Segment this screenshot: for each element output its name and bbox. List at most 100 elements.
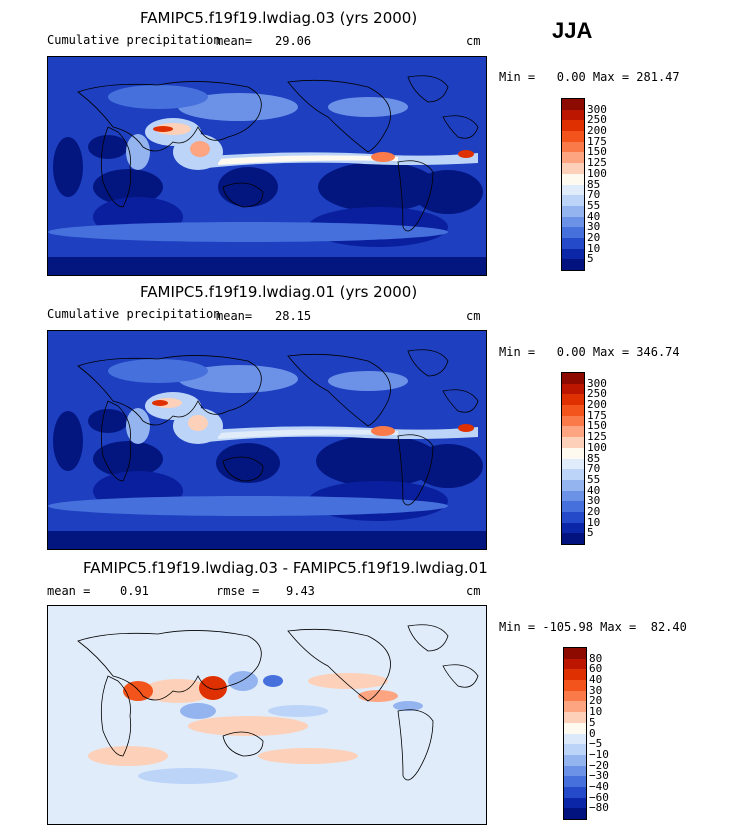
dry-region (316, 435, 440, 487)
colorbar-tick-label: 0 (589, 726, 596, 740)
panel3-mean-label: mean = (47, 584, 91, 598)
colorbar-swatch (562, 195, 584, 206)
colorbar-swatch (564, 669, 586, 681)
panel2-variable-label: Cumulative precipitation (47, 307, 221, 321)
panel3-mean-value: 0.91 (120, 584, 149, 598)
season-label: JJA (552, 18, 593, 43)
dry-region (88, 409, 128, 433)
colorbar-tick-label: 20 (589, 694, 603, 708)
colorbar-swatch (562, 248, 584, 260)
dry-region (53, 137, 83, 197)
colorbar-tick-label: 300 (587, 376, 607, 390)
colorbar-swatch (564, 733, 586, 745)
colorbar-swatch (564, 701, 586, 713)
colorbar-swatch (562, 415, 584, 427)
colorbar-tick-label: −30 (589, 769, 609, 783)
colorbar-swatch (562, 533, 584, 544)
itcz-core (218, 429, 398, 439)
colorbar-tick-label: 10 (587, 515, 601, 529)
panel1-minmax: Min = 0.00 Max = 281.47 (499, 70, 680, 84)
colorbar-swatch (562, 490, 584, 502)
colorbar-tick-label: 70 (587, 188, 601, 202)
colorbar-swatch (564, 744, 586, 755)
colorbar-swatch (564, 765, 586, 777)
colorbar-swatch (564, 680, 586, 691)
colorbar-tick-label: −80 (589, 801, 609, 815)
itcz-core (218, 155, 398, 165)
panel3-minmax: Min = -105.98 Max = 82.40 (499, 620, 687, 634)
colorbar-swatch (564, 658, 586, 670)
storm-track (108, 359, 208, 383)
panel1-units: cm (466, 34, 481, 48)
colorbar-swatch (562, 152, 584, 164)
colorbar-swatch (564, 648, 586, 659)
colorbar-swatch (564, 690, 586, 702)
panel2-title: FAMIPC5.f19f19.lwdiag.01 (yrs 2000) (140, 283, 418, 301)
colorbar-tick-label: 150 (587, 145, 607, 159)
storm-track (48, 222, 448, 242)
maritime-continent (188, 415, 208, 431)
dry-region (413, 170, 483, 214)
dry-region (88, 135, 128, 159)
monsoon-core (153, 126, 173, 132)
colorbar-tick-label: 20 (587, 504, 601, 518)
dry-region (218, 167, 278, 207)
panel1-colorbar (561, 98, 585, 271)
colorbar-swatch (562, 437, 584, 448)
colorbar-tick-label: 200 (587, 398, 607, 412)
dry-region (216, 443, 280, 483)
colorbar-swatch (562, 394, 584, 406)
colorbar-tick-label: 85 (587, 451, 601, 465)
west-africa (458, 424, 474, 432)
panel2-units: cm (466, 309, 481, 323)
dry-region (413, 444, 483, 488)
storm-track (328, 371, 408, 391)
colorbar-swatch (562, 227, 584, 238)
colorbar-tick-label: 30 (589, 683, 603, 697)
colorbar-swatch (562, 501, 584, 512)
colorbar-swatch (562, 131, 584, 142)
colorbar-tick-label: 55 (587, 198, 601, 212)
colorbar-tick-label: 250 (587, 387, 607, 401)
wet-anomaly (88, 746, 168, 766)
colorbar-tick-label: 40 (587, 209, 601, 223)
dry-anomaly (228, 671, 258, 691)
colorbar-tick-label: −10 (589, 747, 609, 761)
colorbar-tick-label: −60 (589, 790, 609, 804)
colorbar-tick-label: −5 (589, 737, 603, 751)
panel2-minmax: Min = 0.00 Max = 346.74 (499, 345, 680, 359)
colorbar-tick-label: 175 (587, 134, 607, 148)
colorbar-swatch (562, 373, 584, 384)
colorbar-tick-label: 40 (587, 483, 601, 497)
storm-track (328, 97, 408, 117)
colorbar-tick-label: 5 (587, 252, 594, 266)
storm-track (178, 93, 298, 121)
colorbar-swatch (562, 405, 584, 416)
colorbar-tick-label: 30 (587, 220, 601, 234)
storm-track (178, 365, 298, 393)
dry-region (53, 411, 83, 471)
colorbar-tick-label: 250 (587, 113, 607, 127)
colorbar-swatch (562, 426, 584, 438)
central-america (371, 426, 395, 436)
wet-anomaly (188, 716, 308, 736)
panel1-mean-label: mean= (216, 34, 253, 48)
panel2-colorbar (561, 372, 585, 545)
panel2-mean-label: mean= (216, 309, 253, 323)
panel1-title: FAMIPC5.f19f19.lwdiag.03 (yrs 2000) (140, 9, 418, 27)
colorbar-swatch (562, 458, 584, 470)
colorbar-swatch (564, 712, 586, 723)
colorbar-tick-label: 80 (589, 651, 603, 665)
colorbar-tick-label: 300 (587, 102, 607, 116)
colorbar-swatch (562, 216, 584, 228)
dry-anomaly (138, 768, 238, 784)
west-africa (458, 150, 474, 158)
wet-anomaly (308, 673, 388, 689)
colorbar-tick-label: −20 (589, 758, 609, 772)
panel1-map (47, 56, 487, 276)
colorbar-tick-label: 10 (587, 241, 601, 255)
antarctic-band (48, 257, 486, 275)
coastlines (77, 624, 479, 781)
colorbar-tick-label: 100 (587, 166, 607, 180)
colorbar-swatch (564, 754, 586, 766)
